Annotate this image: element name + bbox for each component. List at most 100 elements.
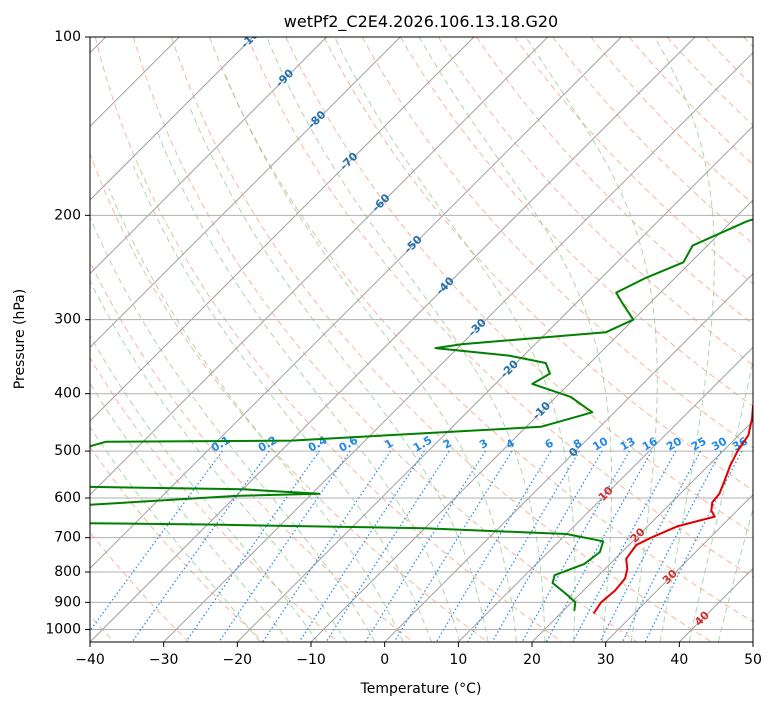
mixing-ratio-label: 6 [543, 436, 556, 451]
dry-adiabat-line [90, 260, 414, 642]
moist-adiabat-line [418, 37, 613, 642]
plot-frame [89, 36, 754, 643]
mixing-ratio-label: 4 [504, 436, 517, 451]
dry-adiabat-line [323, 37, 753, 491]
mixing-ratio-line [262, 450, 392, 642]
x-tick-label: −30 [149, 652, 179, 668]
mixing-ratio-line [545, 450, 653, 642]
isotherm-line [90, 37, 401, 349]
y-axis-ticks: 100 200 300 400 500 600 700 800 900 1000 [45, 29, 90, 637]
dry-adiabat-line [666, 37, 753, 126]
y-tick-label: 200 [54, 207, 81, 223]
y-tick-label: 900 [54, 594, 81, 610]
y-tick-label: 400 [54, 386, 81, 402]
x-tick-label: 20 [523, 652, 541, 668]
x-tick-label: 0 [380, 652, 389, 668]
mixing-ratio-line [90, 450, 223, 632]
moist-adiabat-line [90, 426, 261, 642]
temperature-line [592, 402, 753, 615]
x-tick-label: 40 [670, 652, 688, 668]
dewpoint-line [90, 218, 753, 611]
isotherm-line [90, 37, 328, 275]
mixing-ratio-line [621, 450, 722, 642]
x-tick-label: −10 [296, 652, 326, 668]
isotherm-line [236, 125, 753, 642]
x-axis-ticks: −40 −30 −20 −10 0 10 20 30 40 50 [75, 642, 762, 668]
isotherm-line [384, 272, 753, 642]
mixing-ratio-line [325, 450, 450, 642]
y-tick-label: 1000 [45, 621, 81, 637]
moist-adiabat-line [717, 506, 753, 642]
mixing-ratio-label: 2 [441, 437, 454, 452]
y-tick-label: 300 [54, 312, 81, 328]
isotherm-line [163, 51, 753, 642]
dry-adiabat-line [209, 37, 753, 623]
y-tick-label: 100 [54, 29, 81, 45]
isotherm-line [752, 641, 753, 642]
moist-adiabat-line [654, 37, 715, 642]
dry-adiabat-line [590, 37, 753, 205]
isotherm-line [310, 199, 753, 642]
dry-adiabat-line [90, 356, 339, 642]
dry-adiabat-line [285, 37, 753, 535]
pressure-gridlines [90, 37, 753, 630]
moist-adiabat-line [525, 37, 658, 642]
dry-adiabat-line [514, 37, 753, 285]
mixing-ratio-lines [90, 450, 743, 642]
moist-adiabat-line [188, 104, 489, 642]
x-tick-label: −20 [223, 652, 253, 668]
isotherm-line [90, 37, 622, 570]
moist-adiabats [90, 37, 753, 642]
y-tick-label: 500 [54, 443, 81, 459]
mixing-ratio-line [521, 450, 631, 642]
sounding-series [90, 218, 753, 615]
y-axis-label: Pressure (hPa) [12, 289, 28, 389]
moist-adiabat-line [108, 188, 404, 642]
x-tick-label: −40 [75, 652, 105, 668]
y-tick-label: 600 [54, 490, 81, 506]
moist-adiabat-line [334, 37, 576, 642]
mixing-ratio-line [131, 450, 270, 642]
mixing-ratio-line [599, 450, 702, 642]
moist-adiabat-line [90, 334, 319, 642]
isotherm-line [605, 493, 753, 642]
isotherm-line [457, 346, 753, 642]
dry-adiabats [90, 37, 753, 642]
moist-adiabat-line [90, 279, 347, 642]
dry-adiabat-line [247, 37, 753, 578]
mixing-ratio-line [435, 450, 552, 642]
moist-adiabat-line [90, 382, 290, 642]
mixing-ratio-line [491, 450, 603, 642]
isotherm-label: 30 [660, 567, 680, 587]
isotherm-line [678, 567, 753, 642]
dry-adiabat-line [90, 531, 190, 642]
x-axis-label: Temperature (°C) [360, 681, 482, 697]
isotherm-line [531, 420, 753, 642]
mixing-ratio-line [572, 450, 677, 642]
mixing-ratio-line [393, 450, 513, 642]
isotherm-label: -60 [369, 191, 392, 214]
chart-title: wetPf2_C2E4.2026.106.13.18.G20 [284, 12, 558, 32]
mixing-ratio-line [218, 450, 351, 642]
mixing-ratio-label: 3 [477, 437, 490, 452]
mixing-ratio-line [298, 450, 425, 642]
dry-adiabat-line [94, 37, 563, 642]
dry-adiabat-line [90, 152, 488, 642]
moist-adiabat-line [266, 37, 546, 642]
x-tick-label: 10 [449, 652, 467, 668]
isotherm-label: -90 [273, 66, 296, 89]
isotherm-line [90, 37, 549, 496]
x-tick-label: 30 [597, 652, 615, 668]
dry-adiabat-line [437, 37, 753, 366]
plot-area: -100-90-80-70-60-50-40-30-20-10010203040… [90, 37, 753, 642]
y-tick-label: 700 [54, 530, 81, 546]
dry-adiabat-line [476, 37, 753, 325]
isotherm-line [90, 37, 696, 642]
y-tick-label: 800 [54, 564, 81, 580]
dry-adiabat-line [704, 37, 753, 87]
moist-adiabat-line [224, 72, 517, 642]
dry-adiabat-line [132, 37, 638, 642]
isotherms [90, 37, 753, 642]
moist-adiabat-line [132, 165, 432, 642]
